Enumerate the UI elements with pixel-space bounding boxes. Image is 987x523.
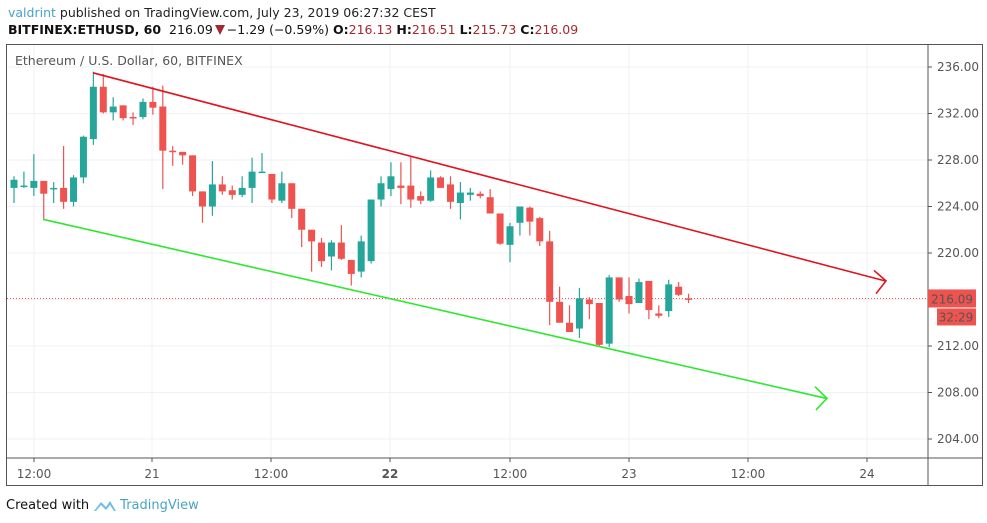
x-tick-label: 12:00 bbox=[254, 467, 289, 481]
svg-text:216.09: 216.09 bbox=[931, 292, 973, 306]
x-tick-label: 12:00 bbox=[493, 467, 528, 481]
x-tick-label: 12:00 bbox=[17, 467, 52, 481]
y-tick-label: 224.00 bbox=[937, 200, 979, 214]
support-trendline bbox=[42, 218, 827, 400]
svg-text:32:29: 32:29 bbox=[939, 310, 974, 324]
x-tick-label: 22 bbox=[382, 467, 399, 481]
high-value: 216.51 bbox=[411, 22, 456, 37]
low-label: L: bbox=[459, 22, 473, 37]
y-tick-label: 236.00 bbox=[937, 60, 979, 74]
close-label: C: bbox=[520, 22, 535, 37]
price-tag bbox=[928, 289, 976, 308]
arrow-right-icon bbox=[873, 269, 888, 295]
close-value: 216.09 bbox=[534, 22, 579, 37]
price-change: −1.29 (−0.59%) bbox=[226, 22, 330, 37]
y-tick-label: 212.00 bbox=[937, 339, 979, 353]
chart-legend: Ethereum / U.S. Dollar, 60, BITFINEX bbox=[15, 53, 243, 68]
low-value: 215.73 bbox=[472, 22, 517, 37]
chart-frame bbox=[6, 44, 983, 486]
last-price: 216.09 bbox=[169, 22, 213, 37]
x-tick-label: 21 bbox=[144, 467, 159, 481]
countdown-tag bbox=[937, 308, 976, 326]
open-value: 216.13 bbox=[348, 22, 393, 37]
resistance-trendline bbox=[92, 72, 886, 282]
y-tick-label: 232.00 bbox=[937, 107, 979, 121]
open-label: O: bbox=[333, 22, 349, 37]
y-tick-label: 228.00 bbox=[937, 153, 979, 167]
x-tick-label: 24 bbox=[859, 467, 874, 481]
author-link[interactable]: valdrint bbox=[8, 5, 56, 20]
y-tick-label: 208.00 bbox=[937, 386, 979, 400]
high-label: H: bbox=[396, 22, 412, 37]
publish-info: valdrint published on TradingView.com, J… bbox=[8, 5, 436, 20]
tradingview-logo-icon bbox=[94, 501, 117, 511]
y-tick-label: 220.00 bbox=[937, 246, 979, 260]
x-tick-label: 23 bbox=[621, 467, 636, 481]
arrow-right-icon bbox=[814, 386, 829, 411]
y-tick-label: 204.00 bbox=[937, 432, 979, 446]
tradingview-link[interactable]: TradingView bbox=[120, 497, 199, 513]
x-tick-label: 12:00 bbox=[731, 467, 766, 481]
candles bbox=[10, 71, 693, 348]
created-with-text: Created with bbox=[6, 497, 90, 513]
publish-text: published on TradingView.com, July 23, 2… bbox=[55, 5, 436, 20]
symbol-info: BITFINEX:ETHUSD, 60 216.09 −1.29 (−0.59%)… bbox=[8, 22, 578, 37]
symbol: BITFINEX:ETHUSD, 60 bbox=[8, 22, 162, 37]
footer: Created with TradingView bbox=[6, 497, 199, 513]
down-triangle-icon bbox=[214, 25, 225, 35]
